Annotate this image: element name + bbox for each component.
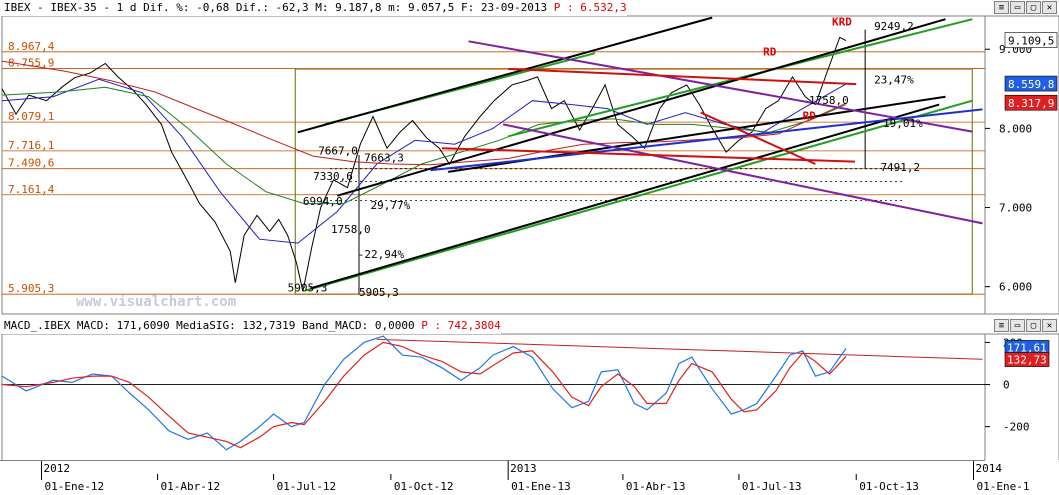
- close-icon[interactable]: ✕: [1042, 319, 1057, 332]
- series-black-channel: [297, 16, 713, 134]
- watermark: www.visualchart.com: [76, 294, 236, 310]
- annotation-label: 1758,0: [331, 223, 371, 236]
- price-header-stats: Dif. %: -0,68 Dif.: -62,3 M: 9.187,8 m: …: [143, 1, 548, 14]
- price-badge-label: 9.109,5: [1008, 35, 1054, 48]
- fib-level-label: 8.079,1: [8, 110, 54, 123]
- price-badge: [1004, 75, 1058, 92]
- annotation-label: 5905,3: [288, 281, 328, 294]
- annotation-label: 9249,2: [874, 20, 914, 33]
- x-tick-label: 01-Jul-13: [742, 480, 802, 493]
- price-badge-label: 8.317,9: [1008, 97, 1054, 110]
- annotation-label: RD: [763, 46, 777, 59]
- annotation-label: KRD: [832, 15, 852, 28]
- minimize-icon[interactable]: ▭: [1010, 1, 1025, 14]
- x-tick-label: 01-Ene-13: [511, 480, 571, 493]
- annotation-label: 1758,0: [809, 94, 849, 107]
- macd-trendline: [376, 338, 983, 360]
- x-axis-bg: [0, 460, 1059, 495]
- close-icon[interactable]: ✕: [1042, 1, 1057, 14]
- price-header-p-value: P : 6.532,3: [553, 1, 627, 14]
- series-blue-trend: [430, 108, 983, 172]
- series-red-trend: [700, 111, 816, 165]
- x-tick-label: 01-Oct-13: [859, 480, 919, 493]
- series-macd: [1, 335, 847, 451]
- macd-panel: MACD_.IBEX MACD: 171,6090 MediaSIG: 132,…: [0, 318, 1059, 477]
- macd-badge: [1004, 352, 1050, 367]
- annotation-label: 23,47%: [874, 73, 914, 86]
- price-header: IBEX - IBEX-35 - 1 d Dif. %: -0,68 Dif.:…: [0, 0, 627, 16]
- fib-level-label: 7.716,1: [8, 139, 54, 152]
- y-tick-label: -200: [1003, 421, 1030, 434]
- year-label: 2012: [44, 462, 71, 475]
- maximize-icon[interactable]: ▢: [1026, 319, 1041, 332]
- series-ma-fast: [1, 78, 847, 244]
- y-tick-label: 8.000: [999, 122, 1032, 135]
- series-purple-trend: [502, 123, 983, 225]
- annotation-label: RD: [803, 110, 817, 123]
- price-badge-label: 8.559,8: [1008, 78, 1054, 91]
- x-tick-label: 01-Abr-13: [626, 480, 686, 493]
- series-price: [1, 36, 847, 292]
- macd-badge-label: 171,61: [1007, 341, 1047, 354]
- series-mediasig: [1, 341, 847, 449]
- time-axis: 01-Ene-12 01-Abr-12 01-Jul-12 01-Oct-12 01-E…: [0, 460, 1059, 495]
- annotation-label: 7667,0: [318, 145, 358, 158]
- price-window-controls: ≡ ▭ ▢ ✕: [994, 1, 1057, 14]
- annotation-label: 19,01%: [883, 117, 923, 130]
- y-tick-label: 7.000: [999, 202, 1032, 215]
- x-tick-label: 01-Abr-12: [161, 480, 221, 493]
- price-chart[interactable]: 8.967,4 8.755,9 8.079,1 7.716,1 7.490,6 7.161…: [0, 0, 1059, 316]
- fib-level-label: 8.755,9: [8, 57, 54, 70]
- macd-header-p-value: P : 742,3804: [421, 319, 501, 332]
- price-badge: [1004, 32, 1058, 48]
- price-y-axis: [984, 15, 1059, 315]
- maximize-icon[interactable]: ▢: [1026, 1, 1041, 14]
- annotation-label: 6994,0: [303, 195, 343, 208]
- price-panel: IBEX - IBEX-35 - 1 d Dif. %: -0,68 Dif.:…: [0, 0, 1059, 316]
- price-header-symbol: IBEX: [4, 1, 31, 14]
- macd-plot-area: [1, 333, 986, 476]
- x-tick-label: 01-Jul-12: [277, 480, 337, 493]
- annotation-label: -22,94%: [358, 248, 405, 261]
- menu-icon[interactable]: ≡: [994, 319, 1009, 332]
- macd-window-controls: ≡ ▭ ▢ ✕: [994, 319, 1057, 332]
- annotation-label: 29,77%: [370, 199, 410, 212]
- macd-badge-label: 132,73: [1007, 354, 1047, 367]
- fib-level-label: 5.905,3: [8, 282, 54, 295]
- year-label: 2014: [976, 462, 1003, 475]
- y-tick-label: 6.000: [999, 281, 1032, 294]
- menu-icon[interactable]: ≡: [994, 1, 1009, 14]
- series-purple-trend: [468, 40, 973, 133]
- macd-header: MACD_.IBEX MACD: 171,6090 MediaSIG: 132,…: [0, 318, 501, 334]
- x-tick-label: 01-Ene-12: [45, 480, 105, 493]
- series-red-trend: [441, 147, 856, 163]
- y-tick-label: 0: [1003, 379, 1010, 392]
- series-black-channel: [310, 103, 940, 290]
- macd-header-stats: MACD_.IBEX MACD: 171,6090 MediaSIG: 132,…: [4, 319, 415, 332]
- fib-level-label: 7.161,4: [8, 183, 55, 196]
- series-red-trend: [508, 68, 857, 86]
- fib-level-label: 8.967,4: [8, 40, 55, 53]
- price-badge: [1004, 94, 1058, 111]
- series-ma-mid: [1, 86, 847, 205]
- x-tick-label: 01-Oct-12: [394, 480, 454, 493]
- minimize-icon[interactable]: ▭: [1010, 319, 1025, 332]
- series-ma-slow: [1, 60, 847, 166]
- series-green-channel-lower: [305, 99, 973, 292]
- price-header-timeframe: 1 d: [116, 1, 137, 14]
- annotation-label: 7491,2: [880, 161, 920, 174]
- year-label: 2013: [510, 462, 536, 475]
- annotation-label: 7330,6: [313, 170, 353, 183]
- series-black-channel: [337, 18, 946, 197]
- fib-level-label: 7.490,6: [8, 157, 54, 170]
- annotation-label: 7663,3: [364, 152, 404, 165]
- annotation-label: 5905,3: [359, 286, 399, 299]
- price-header-name: IBEX-35: [50, 1, 97, 14]
- x-tick-label: 01-Ene-1: [977, 480, 1030, 493]
